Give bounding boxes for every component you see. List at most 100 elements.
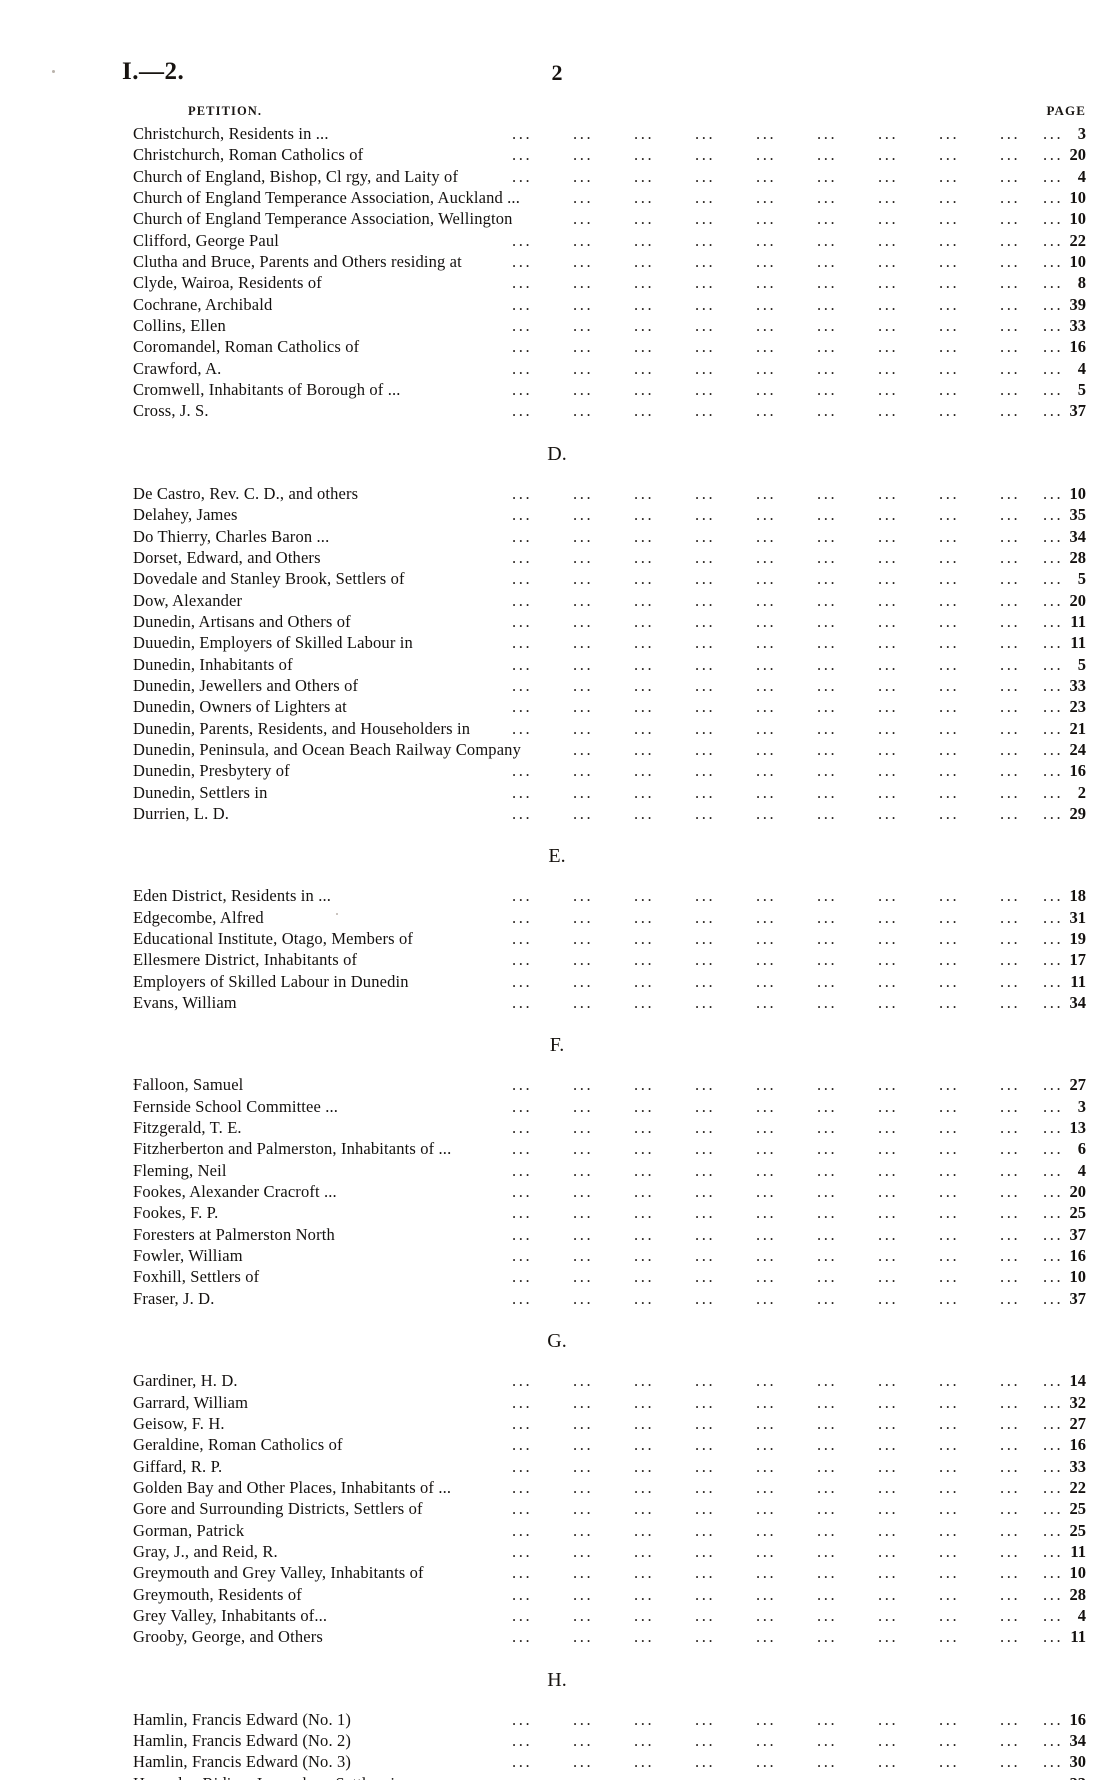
petition-index-table: PETITION. PAGE Christchurch, Residents i… <box>0 103 1114 1780</box>
petition-name: Church of England, Bishop, Cl rgy, and L… <box>133 166 459 186</box>
petition-page-number: 3 <box>1077 124 1086 143</box>
petition-name: Greymouth, Residents of <box>133 1584 302 1604</box>
petition-page-number: 16 <box>1069 337 1087 357</box>
petition-page-number: 39 <box>1069 294 1087 314</box>
petition-page-number: 5 <box>1077 654 1086 674</box>
index-entry-row: Clutha and Bruce, Parents and Others res… <box>0 251 1114 272</box>
petition-name: Dovedale and Stanley Brook, Settlers of <box>133 569 405 589</box>
petition-name: Grooby, George, and Others <box>133 1627 323 1647</box>
leader-dots: .............................. <box>512 1267 1064 1287</box>
leader-dots: .............................. <box>512 316 1064 336</box>
petition-page-number: 28 <box>1069 1584 1087 1604</box>
index-entry-row: De Castro, Rev. C. D., and others.......… <box>0 483 1114 504</box>
petition-page-number: 32 <box>1069 1392 1087 1412</box>
index-entry-row: Foresters at Palmerston North...........… <box>0 1224 1114 1245</box>
index-section: E. Eden District, Residents in ..........… <box>0 824 1114 1013</box>
petition-page-number: 11 <box>1070 1541 1086 1561</box>
petition-page-number: 4 <box>1077 1160 1086 1180</box>
index-entry-row: Falloon, Samuel.........................… <box>0 1074 1114 1095</box>
petition-page-number: 8 <box>1077 273 1086 293</box>
index-entry-row: Dunedin, Inhabitants of.................… <box>0 654 1114 675</box>
section-spacer <box>0 824 1114 846</box>
index-entry-row: Cross, J. S.............................… <box>0 400 1114 421</box>
leader-dots: .............................. <box>512 401 1064 421</box>
section-spacer <box>0 422 1114 444</box>
petition-name: Fookes, F. P. <box>133 1203 219 1223</box>
petition-name: Fitzgerald, T. E. <box>133 1118 242 1138</box>
index-entry-row: Gardiner, H. D..........................… <box>0 1370 1114 1391</box>
index-entry-row: Church of England Temperance Association… <box>0 208 1114 229</box>
section-letter-heading: G. <box>547 1330 567 1353</box>
petition-page-number: 25 <box>1069 1520 1087 1540</box>
petition-name: Gorman, Patrick <box>133 1520 245 1540</box>
petition-name: Church of England Temperance Association… <box>133 188 520 208</box>
petition-page-number: 20 <box>1069 590 1087 610</box>
index-entry-row: Fernside School Committee ..............… <box>0 1096 1114 1117</box>
petition-page-number: 19 <box>1069 929 1087 948</box>
petition-page-number: 37 <box>1069 1224 1087 1244</box>
index-entry-row: Hamlin, Francis Edward (No. 2)..........… <box>0 1730 1114 1751</box>
index-section: F. Falloon, Samuel.......................… <box>0 1013 1114 1309</box>
petition-name: Geraldine, Roman Catholics of <box>133 1435 343 1455</box>
petition-name: Hampden Riding, Inangahua, Settlers in <box>133 1773 404 1780</box>
index-entry-row: Hamlin, Francis Edward (No. 3)..........… <box>0 1751 1114 1772</box>
index-entry-row: Foxhill, Settlers of....................… <box>0 1266 1114 1287</box>
petition-page-number: 11 <box>1070 611 1086 631</box>
petition-page-number: 3 <box>1077 1096 1086 1116</box>
leader-dots: .............................. <box>512 358 1064 378</box>
petition-name: Fernside School Committee ... <box>133 1096 339 1116</box>
index-entry-row: Dunedin, Settlers in....................… <box>0 782 1114 803</box>
petition-name: Dow, Alexander <box>133 590 243 610</box>
index-entry-row: Delahey, James..........................… <box>0 504 1114 525</box>
index-entry-row: Clifford, George Paul...................… <box>0 230 1114 251</box>
petition-name: Gore and Surrounding Districts, Settlers… <box>133 1499 423 1519</box>
petition-name: Dunedin, Artisans and Others of <box>133 611 351 631</box>
petition-name: Do Thierry, Charles Baron ... <box>133 526 330 546</box>
section-spacer <box>0 464 1114 483</box>
petition-page-number: 14 <box>1069 1371 1087 1391</box>
index-entry-row: Fitzherberton and Palmerston, Inhabitant… <box>0 1138 1114 1159</box>
leader-dots: .............................. <box>512 1413 1064 1433</box>
section-letter-heading: D. <box>547 442 567 465</box>
index-entry-row: Dow, Alexander..........................… <box>0 590 1114 611</box>
index-entry-row: Do Thierry, Charles Baron ..............… <box>0 526 1114 547</box>
petition-page-number: 16 <box>1069 1709 1087 1729</box>
petition-page-number: 10 <box>1069 209 1087 229</box>
petition-page-number: 11 <box>1070 971 1086 991</box>
section-letter-heading: F. <box>549 1034 565 1057</box>
index-entry-row: Dunedin, Peninsula, and Ocean Beach Rail… <box>0 739 1114 760</box>
scan-speckle <box>52 70 55 73</box>
petition-page-number: 30 <box>1069 1752 1087 1772</box>
column-header-row: PETITION. PAGE <box>0 103 1114 123</box>
index-entry-row: Collins, Ellen..........................… <box>0 315 1114 336</box>
petition-page-number: 13 <box>1069 1118 1087 1138</box>
petition-name: Collins, Ellen <box>133 316 226 336</box>
petition-page-number: 10 <box>1069 252 1087 272</box>
scan-speckle <box>336 913 338 915</box>
section-spacer <box>0 1648 1114 1670</box>
index-entry-row: Dovedale and Stanley Brook, Settlers of.… <box>0 568 1114 589</box>
petition-page-number: 28 <box>1069 547 1087 567</box>
petition-page-number: 4 <box>1077 166 1086 186</box>
petition-page-number: 33 <box>1069 316 1087 336</box>
leader-dots: .............................. <box>512 1246 1064 1266</box>
petition-name: Coromandel, Roman Catholics of <box>133 337 360 357</box>
leader-dots: .............................. <box>512 993 1064 1013</box>
index-entry-row: Greymouth and Grey Valley, Inhabitants o… <box>0 1562 1114 1583</box>
index-section: Christchurch, Residents in .............… <box>0 123 1114 422</box>
index-entry-row: Edgecombe, Alfred.......................… <box>0 907 1114 928</box>
index-entry-row: Eden District, Residents in ............… <box>0 885 1114 906</box>
leader-dots: .............................. <box>512 1203 1064 1223</box>
petition-page-number: 22 <box>1069 230 1087 250</box>
petition-name: Hamlin, Francis Edward (No. 3) <box>133 1752 352 1772</box>
leader-dots: .............................. <box>512 1075 1064 1095</box>
petition-page-number: 23 <box>1052 1773 1087 1780</box>
index-entry-row: Grooby, George, and Others..............… <box>0 1626 1114 1647</box>
petition-page-number: 10 <box>1069 1563 1087 1583</box>
petition-page-number: 21 <box>1069 718 1087 738</box>
petition-page-number: 20 <box>1069 1182 1087 1202</box>
petition-name: Clifford, George Paul <box>133 230 279 250</box>
leader-dots: .............................. <box>512 1456 1064 1476</box>
petition-name: Greymouth and Grey Valley, Inhabitants o… <box>133 1563 424 1583</box>
section-spacer <box>0 866 1114 885</box>
